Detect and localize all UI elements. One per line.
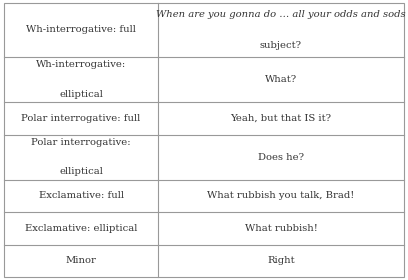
Text: Does he?: Does he? — [258, 153, 304, 162]
Text: What rubbish you talk, Brad!: What rubbish you talk, Brad! — [207, 191, 355, 200]
Text: What?: What? — [265, 75, 297, 84]
Text: What rubbish!: What rubbish! — [244, 224, 317, 233]
Text: Right: Right — [267, 256, 295, 265]
Text: Yeah, but that IS it?: Yeah, but that IS it? — [231, 114, 331, 123]
Text: Wh-interrogative: full: Wh-interrogative: full — [26, 25, 136, 34]
Text: Wh-interrogative:

elliptical: Wh-interrogative: elliptical — [36, 60, 126, 99]
Text: subject?: subject? — [260, 41, 302, 50]
Text: Exclamative: elliptical: Exclamative: elliptical — [25, 224, 137, 233]
Text: Polar interrogative:

elliptical: Polar interrogative: elliptical — [31, 138, 131, 176]
Text: When are you gonna do … all your odds and sods: When are you gonna do … all your odds an… — [156, 10, 406, 19]
Text: Minor: Minor — [66, 256, 96, 265]
Text: Exclamative: full: Exclamative: full — [38, 191, 124, 200]
Text: Polar interrogative: full: Polar interrogative: full — [22, 114, 141, 123]
